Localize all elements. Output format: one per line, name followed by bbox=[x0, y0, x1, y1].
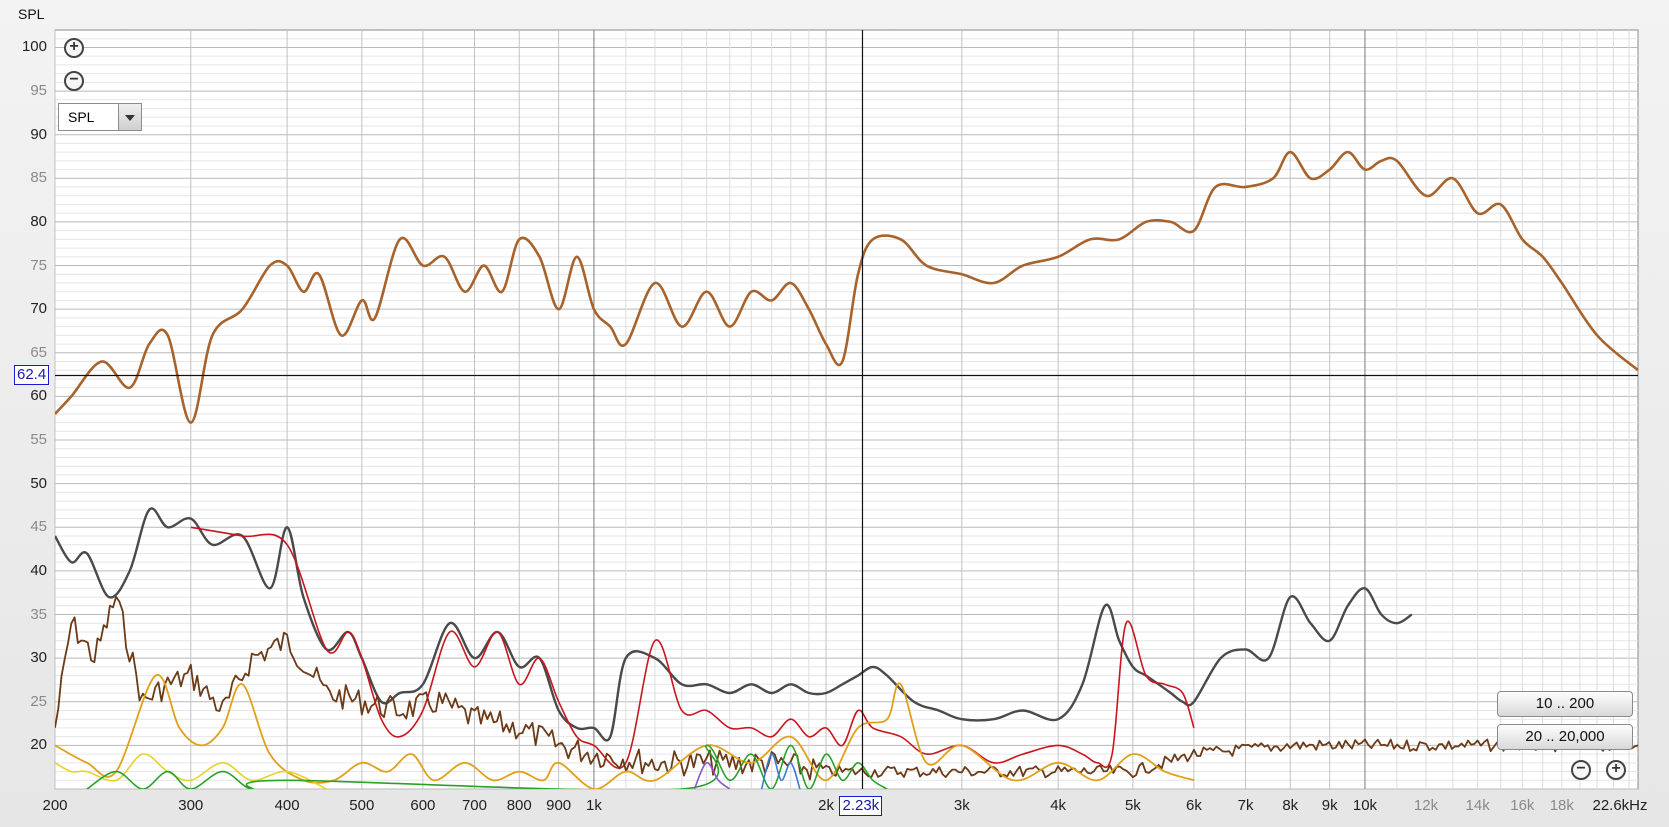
y-tick-label: 85 bbox=[30, 169, 47, 187]
y-tick-label: 60 bbox=[30, 387, 47, 405]
x-tick-label: 18k bbox=[1549, 797, 1574, 814]
x-tick-label: 600 bbox=[410, 797, 436, 814]
x-tick-label: 22.6kHz bbox=[1592, 797, 1648, 814]
y-tick-label: 20 bbox=[30, 736, 47, 754]
x-tick-label: 9k bbox=[1321, 797, 1338, 814]
y-tick-label: 75 bbox=[30, 256, 47, 274]
x-tick-label: 200 bbox=[42, 797, 68, 814]
y-tick-label: 95 bbox=[30, 82, 47, 100]
x-tick-label: 10k bbox=[1352, 797, 1378, 814]
plot-area bbox=[54, 29, 1639, 790]
x-tick-label: 700 bbox=[461, 797, 487, 814]
series-line-4 bbox=[55, 674, 1195, 789]
x-tick-label: 6k bbox=[1185, 797, 1202, 814]
x-tick-label: 400 bbox=[274, 797, 300, 814]
zoom-out-x-icon[interactable]: − bbox=[1571, 760, 1591, 780]
x-tick-label: 12k bbox=[1413, 797, 1439, 814]
x-tick-label: 8k bbox=[1282, 797, 1299, 814]
graph-type-dropdown[interactable]: SPL bbox=[58, 103, 142, 131]
x-tick-label: 300 bbox=[178, 797, 204, 814]
y-tick-label: 90 bbox=[30, 125, 47, 143]
y-tick-label: 35 bbox=[30, 605, 47, 623]
y-tick-label: 25 bbox=[30, 692, 47, 710]
dropdown-value: SPL bbox=[68, 109, 95, 125]
series-line-7 bbox=[693, 762, 731, 789]
y-tick-label: 40 bbox=[30, 561, 47, 579]
series-line-3 bbox=[55, 595, 1638, 781]
zoom-out-icon[interactable]: − bbox=[64, 71, 84, 91]
x-tick-label: 1k bbox=[586, 797, 602, 814]
x-tick-label: 7k bbox=[1237, 797, 1254, 814]
series-line-0 bbox=[55, 150, 1638, 424]
x-tick-label: 3k bbox=[953, 797, 970, 814]
x-tick-label: 2k bbox=[818, 797, 834, 814]
y-tick-label: 100 bbox=[21, 38, 47, 56]
x-tick-label: 5k bbox=[1124, 797, 1141, 814]
series-line-8 bbox=[760, 753, 801, 789]
y-tick-label: 70 bbox=[30, 300, 47, 318]
y-tick-label: 45 bbox=[30, 518, 47, 536]
y-tick-label: 50 bbox=[30, 474, 47, 492]
y-axis-title: SPL bbox=[18, 6, 45, 22]
series-line-2 bbox=[190, 526, 1195, 769]
y-tick-label: 80 bbox=[30, 212, 47, 230]
chevron-down-icon[interactable] bbox=[118, 104, 141, 130]
series-line-1 bbox=[55, 507, 1413, 742]
range-10-200-button[interactable]: 10 .. 200 bbox=[1497, 691, 1633, 717]
y-tick-label: 55 bbox=[30, 431, 47, 449]
x-tick-label: 14k bbox=[1465, 797, 1490, 814]
y-tick-label: 65 bbox=[30, 343, 47, 361]
x-tick-label: 16k bbox=[1510, 797, 1535, 814]
x-tick-label: 4k bbox=[1050, 797, 1067, 814]
zoom-in-icon[interactable]: + bbox=[64, 38, 84, 58]
cursor-spl-readout: 62.4 bbox=[14, 365, 50, 386]
zoom-in-x-icon[interactable]: + bbox=[1606, 760, 1626, 780]
x-tick-label: 500 bbox=[349, 797, 375, 814]
cursor-frequency-readout: 2.23k bbox=[839, 796, 883, 816]
x-tick-label: 900 bbox=[546, 797, 572, 814]
x-tick-label: 800 bbox=[506, 797, 532, 814]
series-line-6 bbox=[86, 744, 888, 789]
y-tick-label: 30 bbox=[30, 649, 47, 667]
range-20-20000-button[interactable]: 20 .. 20,000 bbox=[1497, 724, 1633, 750]
